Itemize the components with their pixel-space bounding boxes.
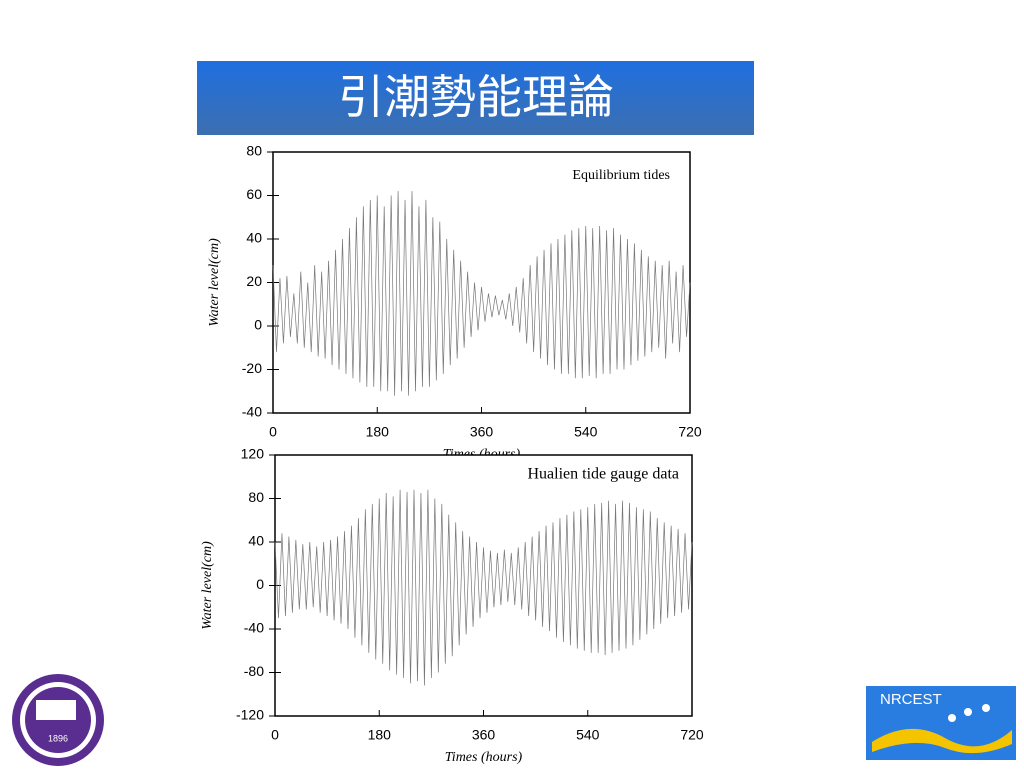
- x-tick-label: 180: [366, 424, 390, 440]
- y-tick-label: -40: [242, 404, 262, 420]
- y-tick-label: 120: [241, 446, 265, 462]
- charts: -40 -20 0 20 40 60 80 0 180 360 540 720 Equilibrium …: [200, 143, 704, 766]
- y-tick-label: -80: [244, 663, 264, 679]
- y-axis-label: Water level(cm): [207, 238, 222, 327]
- plot-area: [274, 454, 693, 717]
- data-line: [274, 489, 693, 686]
- x-tick-label: 360: [470, 424, 494, 440]
- x-tick-label: 720: [678, 424, 702, 440]
- left-logo: 1896: [12, 674, 104, 766]
- y-tick-label: 80: [248, 489, 264, 505]
- annotation: Hualien tide gauge data: [528, 466, 680, 483]
- y-tick-label: -40: [244, 620, 264, 636]
- seal-year: 1896: [48, 733, 68, 743]
- logo-dot: [948, 714, 956, 722]
- y-tick-label: 40: [248, 533, 264, 549]
- logo-dot: [982, 704, 990, 712]
- x-tick-label: 0: [269, 424, 277, 440]
- slide-title: 引潮勢能理論: [338, 70, 614, 124]
- x-axis-label: Times (hours): [445, 750, 523, 765]
- logo-text: NRCEST: [880, 691, 942, 708]
- x-tick-label: 0: [271, 727, 279, 743]
- right-logo: NRCEST: [866, 686, 1016, 760]
- y-tick-label: -120: [236, 707, 264, 723]
- y-tick-label: 0: [256, 576, 264, 592]
- x-tick-label: 540: [574, 424, 598, 440]
- y-tick-label: 40: [246, 230, 262, 246]
- x-tick-label: 180: [368, 727, 392, 743]
- logo-dot: [964, 708, 972, 716]
- y-tick-label: -20: [242, 360, 262, 376]
- x-tick-label: 540: [576, 727, 600, 743]
- title-bar: [197, 61, 754, 135]
- y-tick-label: 80: [246, 143, 262, 159]
- x-tick-label: 720: [680, 727, 704, 743]
- logo-wave: [872, 728, 1012, 754]
- y-tick-label: 60: [246, 186, 262, 202]
- annotation: Equilibrium tides: [572, 168, 670, 183]
- seal-emblem: [36, 700, 76, 720]
- plot-area: [272, 151, 691, 414]
- x-tick-label: 360: [472, 727, 496, 743]
- data-line: [272, 191, 691, 396]
- y-tick-label: 0: [254, 317, 262, 333]
- y-axis-label: Water level(cm): [200, 541, 215, 630]
- y-tick-label: 20: [246, 273, 262, 289]
